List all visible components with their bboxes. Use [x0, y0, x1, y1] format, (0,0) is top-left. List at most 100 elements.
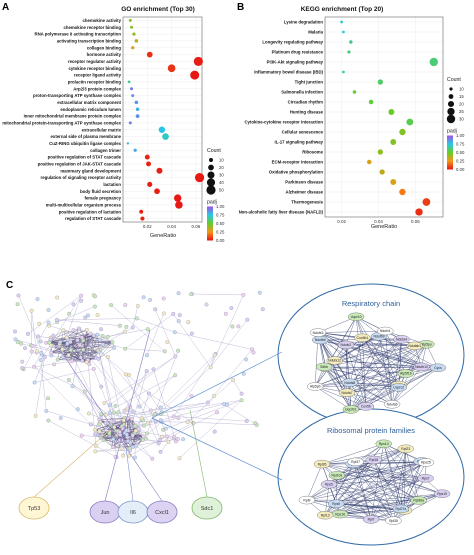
network-node [120, 447, 124, 451]
network-node [94, 444, 98, 448]
data-point [190, 71, 199, 80]
data-point [353, 90, 357, 94]
network-node [89, 332, 93, 336]
count-legend-dot [208, 165, 214, 171]
network-node [146, 421, 150, 425]
term-label: extracellular matrix component [57, 100, 121, 105]
network-node [222, 402, 226, 406]
network-edge [57, 320, 120, 326]
network-node [37, 322, 41, 326]
data-point [340, 21, 343, 24]
x-tick-label: 0.02 [337, 219, 346, 224]
network-node [213, 353, 217, 357]
network-node [103, 401, 107, 405]
term-label: receptor ligand activity [74, 73, 122, 78]
network-node [67, 353, 71, 357]
network-edge [162, 422, 169, 442]
x-tick-label: 0.06 [192, 224, 201, 229]
network-node [94, 450, 98, 454]
network-node [81, 359, 85, 363]
network-node [114, 404, 118, 408]
term-label: prolactin receptor binding [68, 79, 122, 84]
network-node [147, 392, 151, 396]
ribosomal-families-title: Ribosomal protein families [327, 426, 415, 435]
network-node [206, 401, 210, 405]
term-label: Platinum drug resistance [272, 50, 324, 55]
data-point [399, 189, 405, 195]
padj-color-bar [207, 207, 213, 241]
count-legend-label: 40 [219, 180, 224, 185]
network-node [67, 312, 71, 316]
network-node [93, 433, 97, 437]
term-label: cytokine receptor binding [68, 66, 121, 71]
kegg-plot-frame [325, 17, 443, 217]
count-legend-dot [447, 115, 455, 123]
zoom-line-upper [152, 352, 282, 418]
hub-label: Il6 [130, 510, 136, 516]
network-node [122, 419, 126, 423]
cluster-node-label: Rps16 [335, 512, 345, 516]
term-label: collagen binding [87, 45, 122, 50]
network-node [127, 373, 131, 377]
data-point [369, 100, 373, 104]
network-node [108, 432, 112, 436]
network-node [125, 429, 129, 433]
network-node [145, 432, 149, 436]
kegg-x-axis-label: GeneRatio [371, 224, 397, 230]
network-node [47, 419, 51, 423]
network-node [160, 435, 164, 439]
network-node [52, 363, 56, 367]
network-node [123, 330, 127, 334]
hub-edge [105, 330, 150, 501]
network-node [177, 416, 181, 420]
cluster-node-label: Ndufs8 [344, 381, 355, 385]
x-tick-label: 0.04 [167, 224, 176, 229]
network-node [230, 306, 234, 310]
network-node [153, 308, 157, 312]
network-node [177, 291, 181, 295]
term-label: external side of plasma membrane [51, 134, 122, 139]
network-node [72, 303, 76, 307]
data-point [390, 179, 396, 185]
network-edge [166, 400, 242, 428]
network-node [106, 355, 110, 359]
padj-legend-label: 0.75 [456, 142, 465, 147]
network-node [111, 445, 115, 449]
network-node [231, 378, 235, 382]
network-node [112, 437, 116, 441]
cluster-node-label: Ndufs3 [313, 331, 324, 335]
padj-legend-label: 0.50 [456, 150, 465, 155]
network-node [141, 438, 145, 442]
network-node [149, 409, 153, 413]
panel-label-c: C [6, 280, 13, 291]
network-node [173, 373, 177, 377]
network-node [97, 357, 101, 361]
network-node [30, 350, 34, 354]
network-node [123, 409, 127, 413]
network-node [164, 427, 168, 431]
data-point [129, 121, 132, 124]
hub-label: Tp53 [28, 506, 41, 512]
term-label: positive regulation of JAK-STAT cascade [38, 161, 122, 166]
network-node [152, 368, 156, 372]
network-node [252, 351, 256, 355]
network-node [231, 325, 235, 329]
cluster-node-label: Uqcrfs1 [345, 408, 357, 412]
network-node [39, 358, 43, 362]
network-node [82, 348, 86, 352]
data-point [367, 160, 371, 164]
data-point [156, 168, 162, 174]
network-node [101, 334, 105, 338]
term-label: female pregnancy [84, 196, 121, 201]
cluster-node-label: Rps19 [437, 492, 447, 496]
term-label: proton-transporting ATP synthase complex [33, 93, 122, 98]
network-node [65, 336, 69, 340]
network-node [119, 433, 123, 437]
network-node [96, 313, 100, 317]
data-point [347, 50, 350, 53]
network-edge [192, 294, 244, 295]
term-label: activating transcription binding [57, 38, 122, 43]
network-node [162, 297, 166, 301]
count-legend-dot [448, 101, 454, 107]
